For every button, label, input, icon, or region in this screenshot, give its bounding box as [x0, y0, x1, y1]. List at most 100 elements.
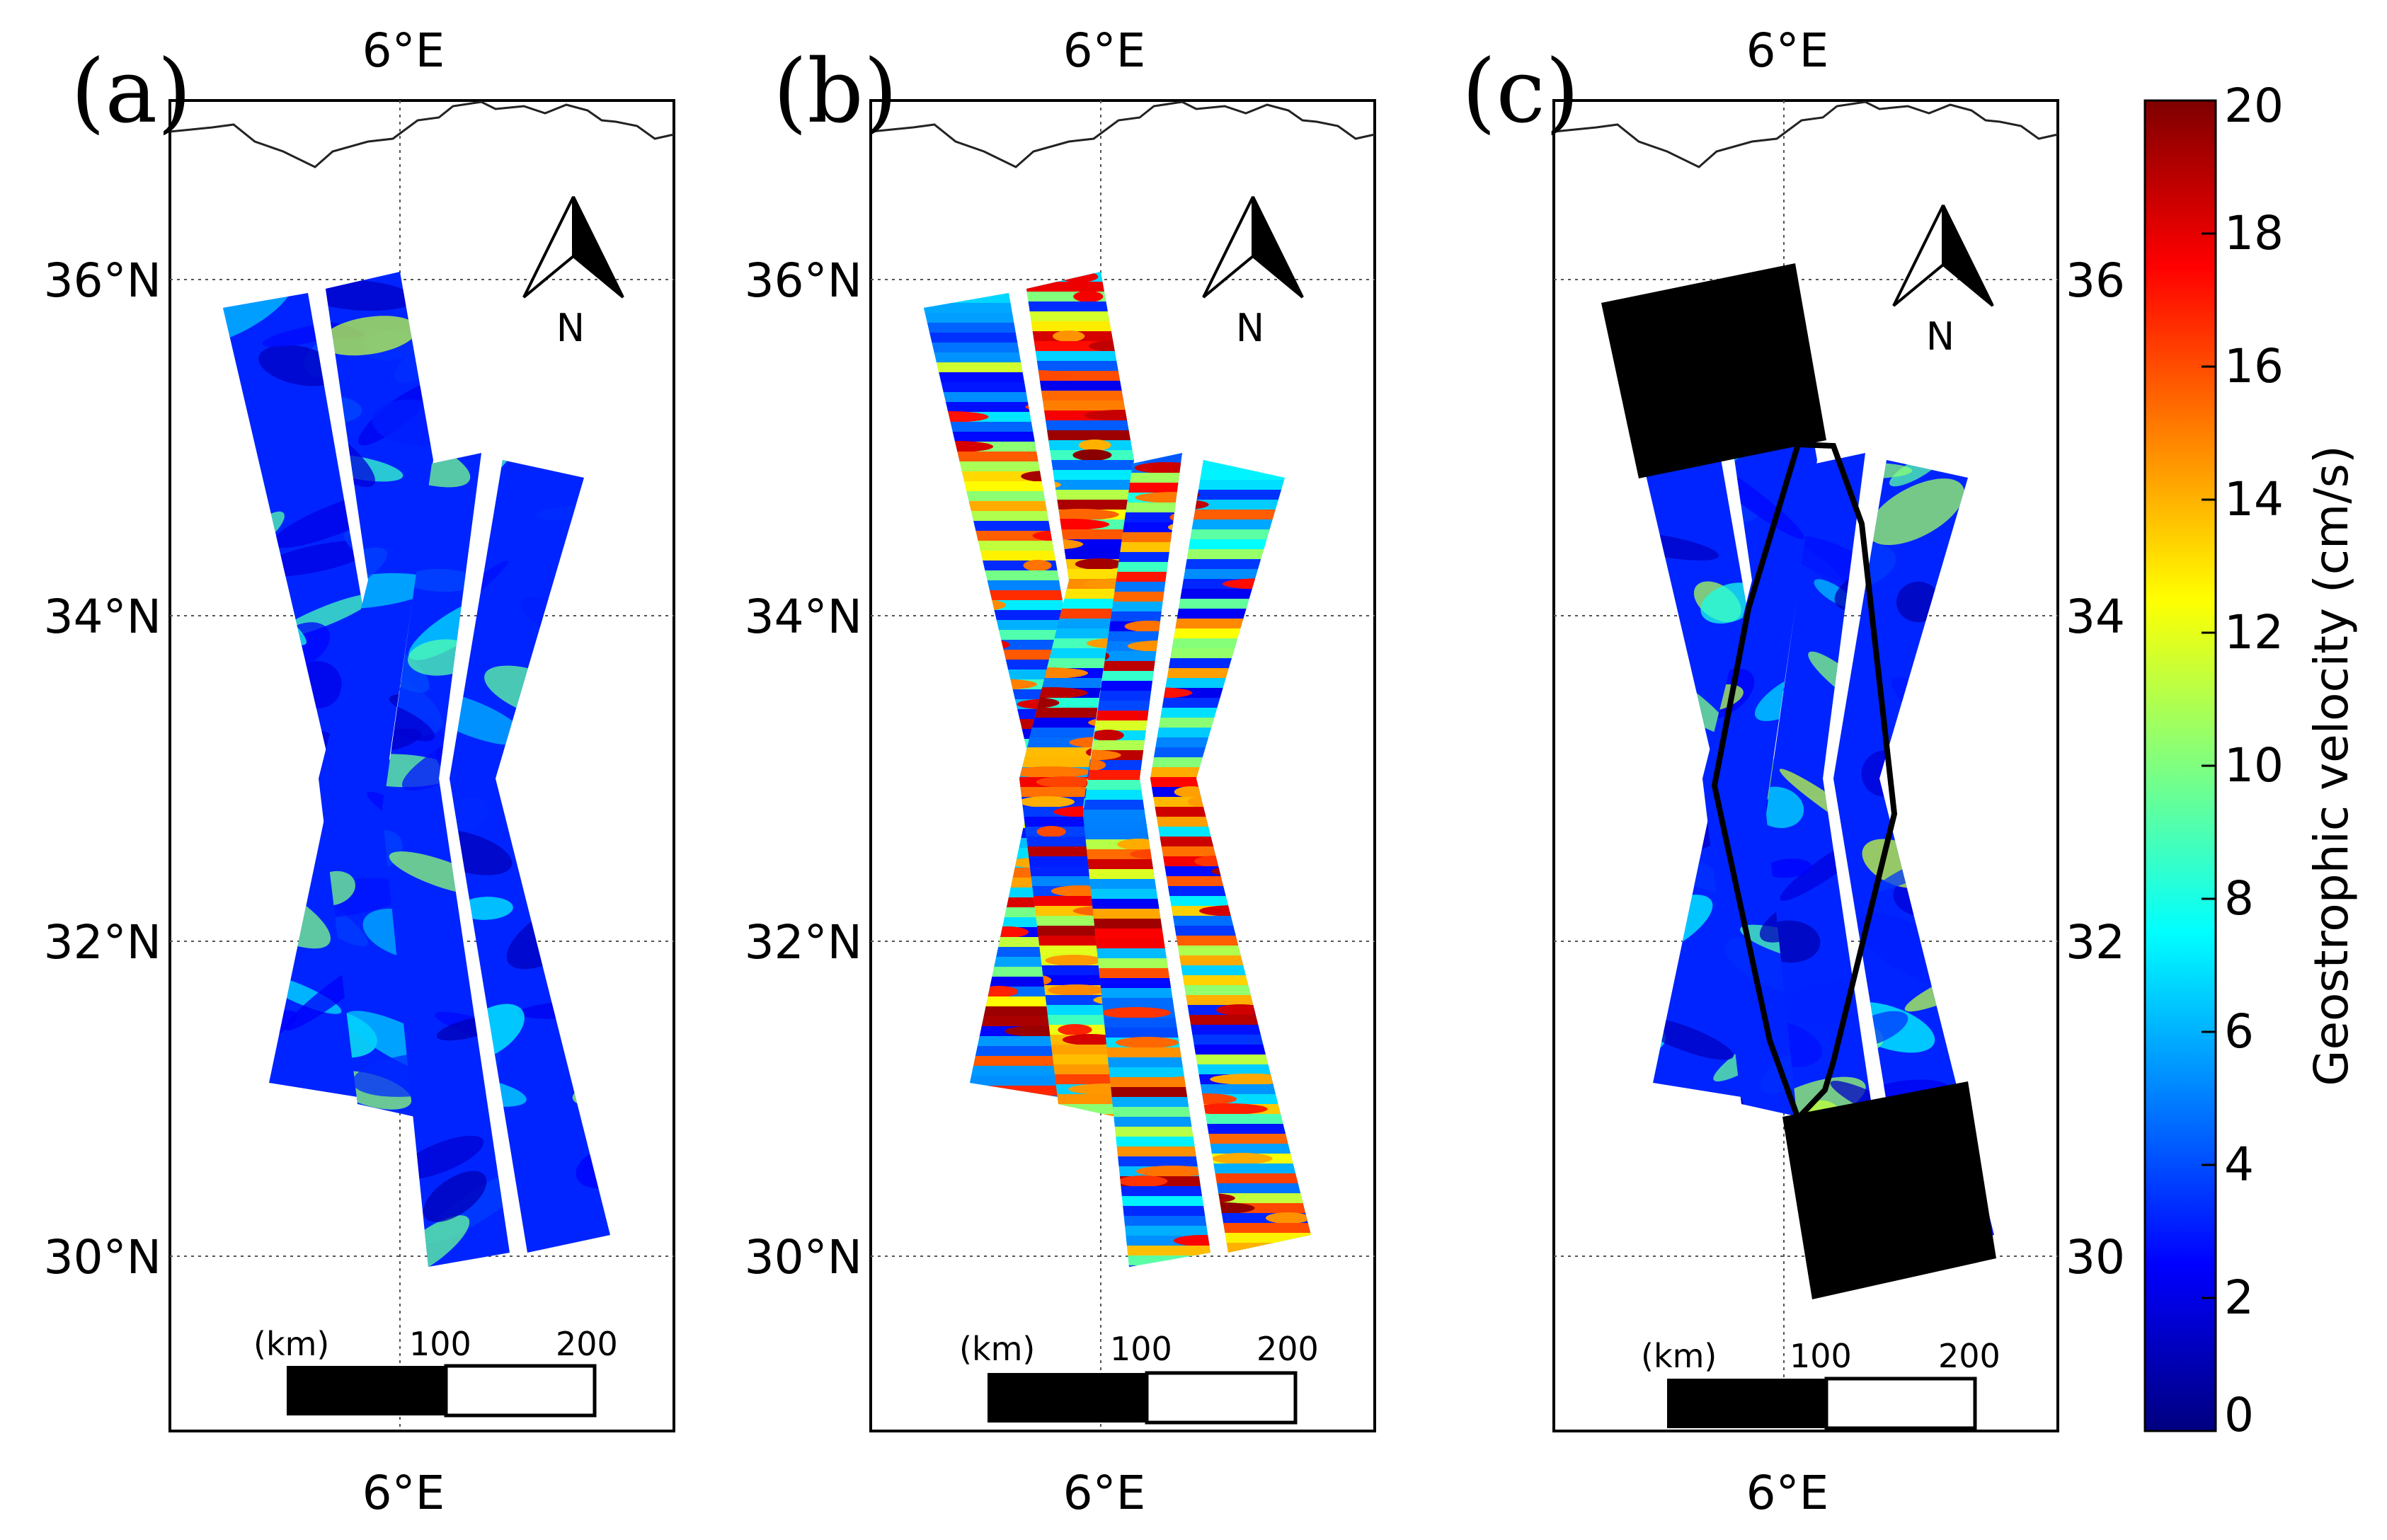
lat-label-34: 34°N	[745, 590, 862, 644]
top-lon-label: 6°E	[1063, 23, 1146, 78]
velocity-stripe	[1019, 420, 1134, 431]
coastline	[169, 100, 675, 168]
north-label: N	[1236, 306, 1264, 350]
colorbar-tick-label: 14	[2224, 472, 2284, 527]
scale-bar-black	[988, 1373, 1147, 1423]
north-arrow-right-icon	[1252, 196, 1304, 299]
scale-end: 200	[556, 1325, 618, 1363]
velocity-eddy	[257, 540, 374, 577]
colorbar-tick-label: 2	[2224, 1270, 2254, 1325]
lat-label-30: 30°N	[745, 1230, 862, 1285]
velocity-eddy	[1780, 980, 1879, 1025]
mask-regions	[1601, 263, 1996, 1299]
scale-end: 200	[1938, 1337, 2000, 1375]
velocity-eddy	[1766, 786, 1804, 829]
scale-bar: (km) 100 200	[253, 1325, 618, 1418]
velocity-streak	[1048, 984, 1106, 996]
velocity-stripe	[1019, 401, 1134, 411]
velocity-eddy	[459, 897, 513, 920]
north-arrow-right-icon	[572, 196, 624, 299]
velocity-stripe	[1083, 1097, 1210, 1108]
velocity-streak	[1078, 439, 1111, 451]
north-arrow: N	[522, 196, 624, 350]
lat-label-30: 30	[2066, 1230, 2125, 1285]
validation-outline	[1711, 441, 1898, 1124]
velocity-eddy	[450, 829, 513, 875]
velocity-stripe	[1083, 1067, 1210, 1078]
lat-label-36: 36°N	[745, 253, 862, 308]
velocity-eddy	[372, 399, 433, 447]
velocity-streak	[1115, 1037, 1179, 1048]
lat-label-32: 32°N	[44, 915, 161, 970]
colorbar-tick-label: 0	[2224, 1388, 2254, 1442]
panel-c: N (km) 100 200 (c) 6°E 6°E 36 34 32 30	[1462, 23, 2125, 1520]
scale-unit: (km)	[1641, 1337, 1717, 1375]
lat-label-30: 30°N	[44, 1230, 161, 1285]
velocity-stripe	[1019, 311, 1134, 322]
bottom-lon-label: 6°E	[1063, 1466, 1146, 1520]
north-label: N	[556, 306, 585, 350]
velocity-streak	[1045, 955, 1103, 966]
scale-bar-white	[1145, 1371, 1298, 1425]
velocity-streak	[1084, 410, 1134, 421]
velocity-streak	[1058, 1024, 1092, 1035]
colorbar-tick-label: 8	[2224, 871, 2254, 926]
velocity-streak	[1212, 1153, 1273, 1164]
velocity-eddy	[404, 568, 478, 592]
velocity-streak	[1043, 509, 1119, 520]
colorbar-tick-label: 18	[2224, 206, 2284, 260]
north-label: N	[1926, 314, 1954, 359]
colorbar-tick-label: 12	[2224, 605, 2284, 660]
velocity-streak	[1135, 1166, 1209, 1177]
colorbar-tick-label: 4	[2224, 1137, 2254, 1192]
velocity-eddy	[1867, 478, 1965, 546]
velocity-eddy	[450, 691, 526, 745]
velocity-streak	[1210, 1074, 1290, 1085]
velocity-eddy	[423, 1171, 487, 1222]
velocity-streak	[1118, 1176, 1168, 1187]
panel-b: N (km) 100 200 (b) 6°E 6°E 36°N 34°N 32°…	[745, 23, 1376, 1520]
lat-label-34: 34°N	[44, 590, 161, 644]
velocity-stripe	[1083, 1087, 1210, 1098]
lat-label-36: 36°N	[44, 253, 161, 308]
velocity-streak	[1036, 776, 1095, 788]
scale-bar: (km) 100 200	[959, 1330, 1319, 1425]
velocity-stripe	[1019, 381, 1134, 391]
velocity-eddy	[398, 1135, 484, 1180]
panel-label: (c)	[1462, 41, 1579, 143]
colorbar-tick-label: 6	[2224, 1004, 2254, 1059]
velocity-stripe	[1019, 361, 1134, 372]
north-arrow: N	[1892, 205, 1994, 359]
velocity-stripe	[1083, 1057, 1210, 1068]
velocity-stripe	[1083, 1047, 1210, 1058]
mask-top	[1601, 263, 1826, 478]
bottom-lon-label: 6°E	[362, 1466, 445, 1520]
velocity-stripe	[1019, 301, 1134, 312]
scale-bar-white	[444, 1364, 597, 1418]
colorbar-label: Geostrophic velocity (cm/s)	[2304, 445, 2359, 1086]
velocity-streak	[1062, 1034, 1118, 1045]
colorbar-ticks: 0 2 4 6 8 10 12 14 16 18 20	[2202, 79, 2284, 1442]
velocity-streak	[1072, 449, 1112, 461]
lat-label-32: 32°N	[745, 915, 862, 970]
velocity-stripe	[1019, 351, 1134, 362]
panel-label: (a)	[71, 41, 192, 143]
scale-bar-black	[1667, 1379, 1826, 1428]
velocity-streak	[1189, 1103, 1268, 1115]
top-lon-label: 6°E	[1746, 23, 1829, 78]
velocity-eddy	[321, 316, 418, 356]
colorbar-tick-label: 20	[2224, 79, 2284, 133]
scale-bar: (km) 100 200	[1641, 1337, 2000, 1430]
coastline	[1553, 100, 2059, 168]
velocity-streak	[1019, 766, 1091, 778]
top-lon-label: 6°E	[362, 23, 445, 78]
scale-bar-white	[1824, 1377, 1977, 1430]
velocity-eddy	[382, 699, 435, 742]
velocity-streak	[1101, 1007, 1171, 1018]
bottom-lon-label: 6°E	[1746, 1466, 1829, 1520]
velocity-streak	[1052, 331, 1085, 342]
coastline	[870, 100, 1375, 168]
lat-label-36: 36	[2066, 253, 2125, 308]
panel-a: N (km) 100 200 (a) 6°E 6°E 36°N 34°N 32°…	[44, 23, 675, 1520]
